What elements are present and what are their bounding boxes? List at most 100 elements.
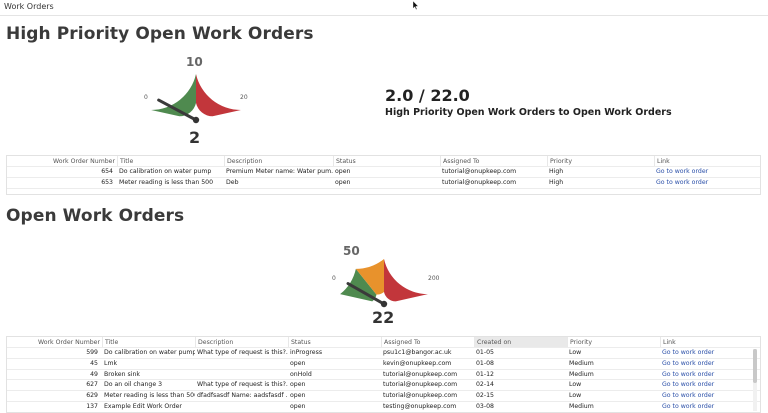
go-to-work-order-link[interactable]: Go to work order: [662, 402, 715, 410]
work-order-status: open: [335, 168, 351, 175]
column-header-link[interactable]: Link: [660, 337, 760, 347]
work-order-assignee: psu1c1@bangor.ac.uk: [383, 349, 452, 356]
work-order-assignee: kevin@onupkeep.com: [383, 359, 452, 367]
open-work-orders-gauge-needle: [346, 282, 386, 306]
work-order-number: 45: [90, 359, 98, 367]
scrollbar-thumb[interactable]: [753, 349, 757, 383]
column-header-link[interactable]: Link: [654, 156, 760, 166]
work-order-priority: Medium: [569, 402, 594, 410]
work-order-number: 629: [86, 392, 98, 400]
high-priority-gauge-band-above-target: [196, 74, 241, 117]
work-order-assignee: tutorial@onupkeep.com: [383, 392, 458, 400]
work-order-number: 653: [101, 178, 113, 186]
gauge-value-label: 22: [372, 308, 395, 327]
work-order-priority: Medium: [569, 370, 594, 378]
work-order-number: 137: [86, 402, 98, 410]
work-order-description: Deb: [226, 178, 239, 186]
gauge-value-label: 2: [189, 128, 201, 147]
work-order-priority: Low: [569, 349, 582, 356]
column-header-description[interactable]: Description: [224, 156, 333, 166]
work-order-priority: Low: [569, 381, 582, 389]
table-row: 629 Meter reading is less than 500 dfadfsa…: [7, 391, 760, 402]
column-header-status[interactable]: Status: [333, 156, 440, 166]
go-to-work-order-link[interactable]: Go to work order: [662, 392, 715, 400]
column-header-status[interactable]: Status: [288, 337, 381, 347]
gauge-max-label: 200: [428, 275, 440, 282]
mouse-cursor-icon: [413, 1, 419, 10]
work-order-title: Lmk: [104, 359, 118, 367]
work-order-status: open: [290, 359, 306, 367]
table-scrollbar[interactable]: [753, 349, 757, 411]
go-to-work-order-link[interactable]: Go to work order: [662, 349, 715, 356]
work-order-description: What type of request is this?...: [197, 349, 288, 356]
work-order-description: [195, 370, 288, 380]
window-title: Work Orders: [4, 2, 54, 11]
column-header-created-on[interactable]: Created on: [474, 337, 567, 347]
work-order-description: What type of request is this?...: [197, 381, 288, 389]
high-priority-work-orders-table: Work Order Number Title Description Stat…: [6, 155, 761, 195]
column-header-assigned-to[interactable]: Assigned To: [440, 156, 547, 166]
work-order-priority: High: [549, 168, 564, 175]
work-order-title: Do an oil change 3: [104, 381, 163, 389]
gauge-min-label: 0: [332, 275, 336, 282]
high-priority-gauge-chart: [151, 74, 241, 124]
go-to-work-order-link[interactable]: Go to work order: [656, 178, 709, 186]
work-order-title: Do calibration on water pump: [104, 349, 195, 356]
work-order-assignee: tutorial@onupkeep.com: [383, 381, 458, 389]
table-row: 654 Do calibration on water pump Premium…: [7, 167, 760, 178]
table-row: 45 Lmk open kevin@onupkeep.com 01-08 Medium Go…: [7, 359, 760, 370]
work-order-assignee: tutorial@onupkeep.com: [442, 178, 517, 186]
work-order-created-on: 01-12: [476, 370, 494, 378]
table-row: 627 Do an oil change 3 What type of reques…: [7, 380, 760, 392]
table-row: 653 Meter reading is less than 500 Deb o…: [7, 178, 760, 189]
go-to-work-order-link[interactable]: Go to work order: [656, 168, 709, 175]
work-order-number: 627: [86, 381, 98, 389]
table-row: 49 Broken sink onHold tutorial@onupkeep.com…: [7, 370, 760, 381]
go-to-work-order-link[interactable]: Go to work order: [662, 370, 715, 378]
work-order-assignee: tutorial@onupkeep.com: [383, 370, 458, 378]
work-order-title: Meter reading is less than 500: [104, 392, 195, 400]
work-order-title: Meter reading is less than 500: [119, 178, 214, 186]
work-order-status: open: [290, 402, 306, 410]
column-header-title[interactable]: Title: [117, 156, 224, 166]
work-order-status: open: [335, 178, 351, 186]
work-order-number: 654: [101, 168, 113, 175]
gauge-max-label: 20: [240, 94, 248, 101]
work-order-description: [195, 402, 288, 412]
high-priority-section-title: High Priority Open Work Orders: [6, 24, 314, 44]
work-order-created-on: 01-05: [476, 349, 494, 356]
go-to-work-order-link[interactable]: Go to work order: [662, 359, 715, 367]
work-order-created-on: 02-15: [476, 392, 494, 400]
open-work-orders-gauge-band-above-target: [384, 259, 428, 302]
column-header-description[interactable]: Description: [195, 337, 288, 347]
open-work-orders-gauge-band-warning: [355, 259, 384, 295]
ratio-value: 2.0 / 22.0: [385, 86, 470, 105]
open-work-orders-section-title: Open Work Orders: [6, 206, 185, 226]
ratio-label: High Priority Open Work Orders to Open W…: [385, 107, 672, 118]
go-to-work-order-link[interactable]: Go to work order: [662, 381, 715, 389]
work-order-created-on: 03-08: [476, 402, 494, 410]
table-header: Work Order Number Title Description Stat…: [7, 337, 760, 348]
open-work-orders-gauge-needle-hub: [380, 300, 388, 308]
column-header-priority[interactable]: Priority: [567, 337, 660, 347]
gauge-target-label: 10: [186, 55, 203, 69]
table-header: Work Order Number Title Description Stat…: [7, 156, 760, 167]
column-header-priority[interactable]: Priority: [547, 156, 654, 166]
high-priority-gauge: 0 20 10 2: [0, 0, 768, 150]
high-priority-gauge-needle-hub: [192, 116, 200, 124]
work-order-created-on: 02-14: [476, 381, 494, 389]
high-priority-gauge-band-below-target: [151, 74, 196, 117]
work-order-status: onHold: [290, 370, 312, 378]
gauge-target-label: 50: [343, 244, 360, 258]
gauge-min-label: 0: [144, 94, 148, 101]
work-order-title: Example Edit Work Order: [104, 402, 182, 410]
column-header-work-order-number[interactable]: Work Order Number: [37, 339, 100, 346]
work-order-description: dfadfsasdf Name: aadsfasdf ...: [197, 392, 288, 400]
column-header-assigned-to[interactable]: Assigned To: [381, 337, 474, 347]
column-header-work-order-number[interactable]: Work Order Number: [52, 158, 115, 165]
work-order-assignee: tutorial@onupkeep.com: [442, 168, 517, 175]
work-order-description: [195, 359, 288, 369]
column-header-title[interactable]: Title: [102, 337, 195, 347]
high-priority-gauge-needle: [157, 98, 198, 122]
table-row: 137 Example Edit Work Order open testing@on…: [7, 402, 760, 412]
